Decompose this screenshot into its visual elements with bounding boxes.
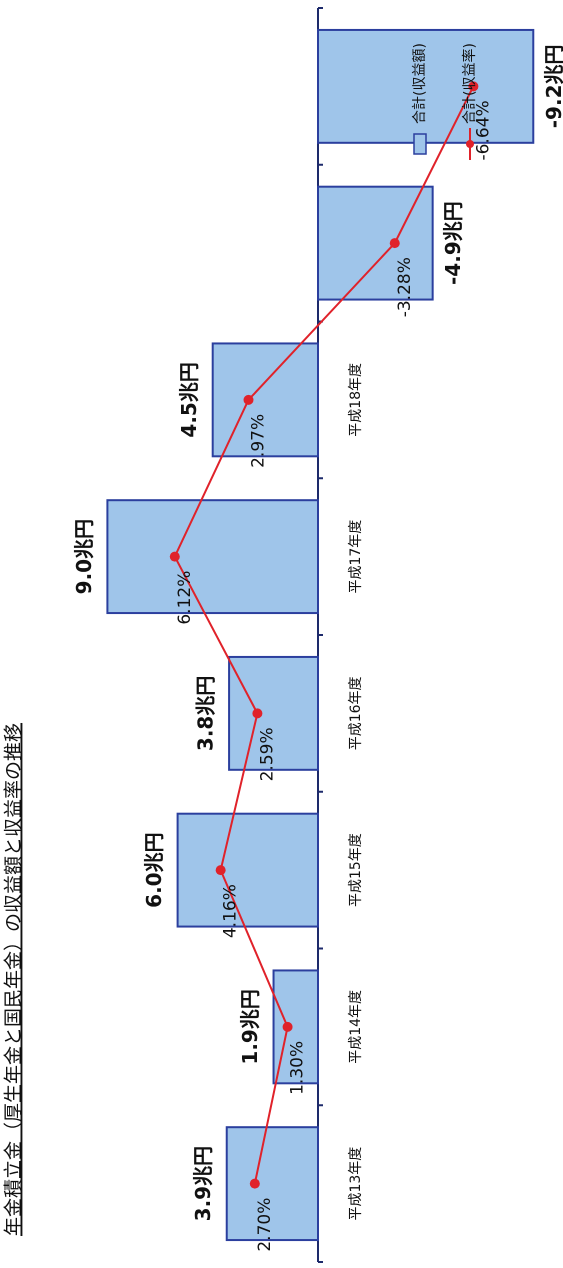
rate-point xyxy=(252,708,263,719)
rate-value-label: -6.64% xyxy=(473,100,493,160)
bar xyxy=(317,185,434,301)
legend-label: 合計(収益額) xyxy=(412,43,428,124)
rate-value-label: 6.12% xyxy=(175,571,195,625)
bar xyxy=(176,812,319,928)
bar-value-label: 3.9兆円 xyxy=(191,1146,215,1221)
legend-marker xyxy=(466,140,474,148)
x-tick-label: 平成18年度 xyxy=(348,363,364,437)
rate-value-label: 4.16% xyxy=(221,884,241,938)
rate-point xyxy=(243,394,254,405)
legend-label: 合計(収益率) xyxy=(461,43,478,124)
x-tick-label: 平成15年度 xyxy=(348,833,364,907)
bar-value-label: 1.9兆円 xyxy=(238,989,262,1064)
rate-value-label: 2.59% xyxy=(257,727,277,781)
bar-value-label: -9.2兆円 xyxy=(542,45,563,129)
rate-point xyxy=(282,1021,293,1032)
rate-point xyxy=(215,865,226,876)
rate-value-label: 2.97% xyxy=(249,414,269,468)
chart-title: 年金積立金（厚生年金と国民年金）の収益額と収益率の推移 xyxy=(3,723,25,1236)
x-tick-label: 平成17年度 xyxy=(348,520,364,594)
bar xyxy=(106,499,320,615)
x-tick-label: 平成13年度 xyxy=(348,1147,364,1221)
rate-value-label: 1.30% xyxy=(288,1041,308,1095)
rate-line xyxy=(173,85,475,1184)
rate-point xyxy=(389,238,400,249)
legend-swatch xyxy=(413,133,427,155)
rate-value-label: -3.28% xyxy=(395,257,415,317)
bar xyxy=(225,1126,320,1242)
bar-value-label: 9.0兆円 xyxy=(72,519,96,594)
bar-value-label: -4.9兆円 xyxy=(441,201,465,285)
chart-body: 年金積立金（厚生年金と国民年金）の収益額と収益率の推移 平成13年度平成14年度… xyxy=(3,7,563,1263)
x-tick-label: 平成16年度 xyxy=(348,676,364,750)
bar-value-label: 4.5兆円 xyxy=(177,362,201,437)
bar-value-label: 6.0兆円 xyxy=(142,832,166,907)
rate-point xyxy=(249,1178,260,1189)
bar xyxy=(272,969,320,1085)
rate-point xyxy=(468,81,479,92)
rate-value-label: 2.70% xyxy=(255,1198,275,1252)
x-tick-label: 平成14年度 xyxy=(348,990,364,1064)
bar xyxy=(211,342,319,458)
bar-value-label: 3.8兆円 xyxy=(194,676,218,751)
rate-point xyxy=(169,551,180,562)
